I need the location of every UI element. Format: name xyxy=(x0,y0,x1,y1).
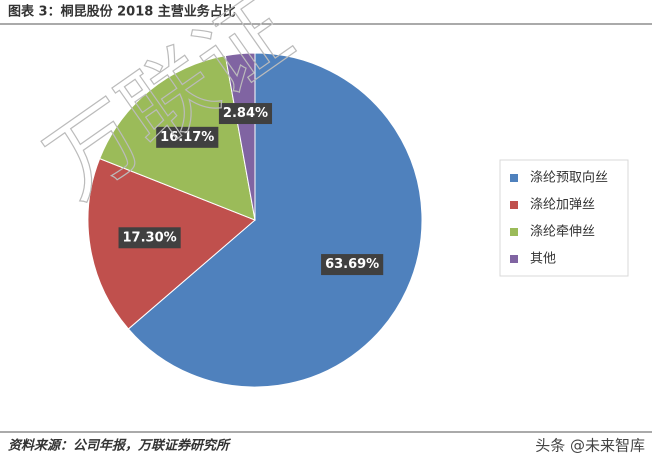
legend-swatch xyxy=(510,255,518,263)
data-label-box xyxy=(118,227,181,249)
footer-mark: 头条 @未来智库 xyxy=(535,437,645,455)
data-label-box xyxy=(321,254,384,276)
source: 资料来源：公司年报，万联证券研究所 xyxy=(8,438,232,454)
legend xyxy=(499,159,629,277)
pie-slice xyxy=(224,52,256,221)
legend-label: 涤纶加弹丝 xyxy=(530,198,595,213)
legend-swatch xyxy=(510,174,518,182)
data-label-box xyxy=(218,103,273,125)
legend-label: 其他 xyxy=(530,252,556,267)
chart-title: 图表 3：桐昆股份 2018 主营业务占比 xyxy=(8,4,236,20)
legend-label: 涤纶预取向丝 xyxy=(530,170,608,186)
data-label: 2.84% xyxy=(223,106,268,121)
legend-swatch xyxy=(510,201,518,209)
pie-slice xyxy=(127,52,423,388)
legend-swatch xyxy=(510,228,518,236)
legend-label: 涤纶牵伸丝 xyxy=(530,225,595,240)
data-label: 16.17% xyxy=(160,130,214,145)
pie: 63.69% 17.30% 16.17% 2.84% xyxy=(87,52,423,388)
data-label: 63.69% xyxy=(325,257,379,272)
data-label-box xyxy=(156,126,219,148)
data-label: 17.30% xyxy=(123,230,177,245)
